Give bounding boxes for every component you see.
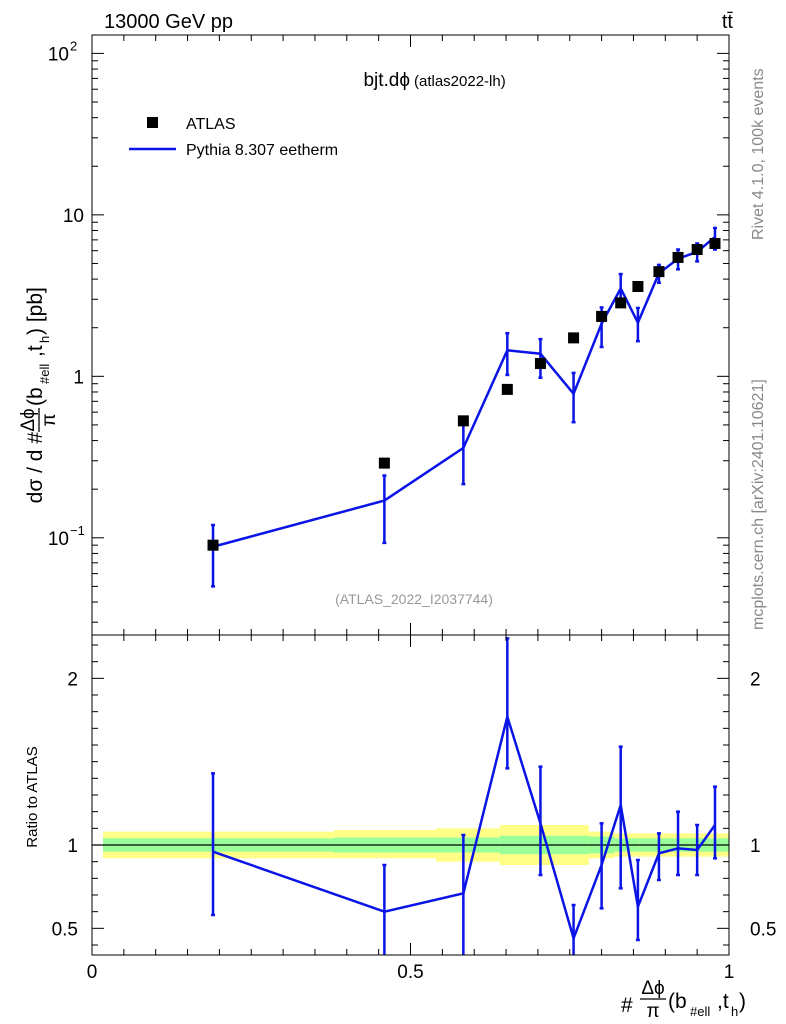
atlas-data-point: [672, 251, 684, 263]
atlas-data-point: [457, 415, 469, 427]
atlas-data-point: [378, 457, 390, 469]
y-tick-label-ratio: 0.5: [52, 919, 78, 940]
svg-text:#ell: #ell: [37, 364, 52, 384]
svg-text:): ): [739, 990, 746, 1013]
svg-text:1: 1: [73, 367, 84, 388]
svg-text:,t: ,t: [24, 345, 47, 357]
svg-text:h: h: [731, 1004, 738, 1019]
atlas-data-point: [207, 539, 219, 551]
svg-text:10: 10: [48, 44, 69, 65]
y-tick-label-main: 10: [63, 206, 84, 227]
y-tick-label-ratio-right: 0.5: [750, 919, 776, 940]
main-subtitle: (atlas2022-lh): [414, 73, 506, 90]
svg-text:,t: ,t: [717, 990, 729, 1013]
svg-text:#ell: #ell: [690, 1004, 710, 1019]
svg-text:2: 2: [70, 38, 77, 53]
atlas-data-point: [534, 358, 546, 370]
y-tick-label-ratio-right: 1: [750, 836, 761, 857]
atlas-data-point: [691, 244, 703, 256]
x-axis-label: # Δϕ π (b #ell ,t h ): [621, 978, 746, 1022]
y-tick-label-main: 1: [73, 367, 84, 388]
y-tick-label-ratio: 1: [67, 836, 78, 857]
svg-text:(b: (b: [668, 990, 687, 1013]
legend-marker-atlas: [147, 117, 158, 128]
svg-text:) [pb]: ) [pb]: [24, 287, 47, 335]
svg-text:#: #: [621, 994, 633, 1017]
atlas-data-point: [568, 332, 580, 344]
atlas-data-point: [501, 383, 513, 395]
y-tick-label-main: 10 −1: [48, 523, 85, 550]
svg-text:10: 10: [48, 529, 69, 550]
rivet-label: Rivet 4.1.0, 100k events: [750, 68, 767, 240]
atlas-data-point: [615, 297, 627, 309]
ratio-panel: 0.5 0.5 1 1 2 2 0 0.5 1 Ratio to ATLAS: [24, 634, 776, 983]
y-tick-label-ratio-right: 2: [750, 669, 761, 690]
main-title: bjt.dϕ: [363, 70, 410, 91]
legend-label-atlas: ATLAS: [186, 116, 236, 133]
svg-text:π: π: [39, 413, 60, 426]
legend-label-pythia: Pythia 8.307 eetherm: [186, 142, 338, 159]
y-tick-label-ratio: 2: [67, 669, 78, 690]
x-tick-label: 1: [724, 962, 735, 983]
x-tick-label: 0: [87, 962, 98, 983]
svg-text:(b: (b: [24, 387, 47, 406]
legend: ATLAS Pythia 8.307 eetherm: [129, 116, 338, 159]
svg-text:dσ / d #: dσ / d #: [24, 432, 47, 504]
ratio-ylabel: Ratio to ATLAS: [24, 746, 41, 847]
atlas-data-point: [596, 310, 608, 322]
main-ylabel: dσ / d # Δϕ π (b #ell ,t h ) [pb]: [18, 287, 60, 503]
svg-text:Δϕ: Δϕ: [641, 978, 664, 999]
energy-label: 13000 GeV pp: [104, 11, 233, 33]
y-tick-label-main: 10 2: [48, 38, 77, 65]
svg-text:Δϕ: Δϕ: [18, 408, 39, 431]
watermark: (ATLAS_2022_I2037744): [335, 591, 493, 607]
process-label: tt̄: [722, 11, 734, 33]
svg-text:π: π: [646, 1001, 659, 1022]
svg-text:h: h: [37, 336, 52, 343]
atlas-data-point: [709, 237, 721, 249]
mcplots-label: mcplots.cern.ch [arXiv:2401.10621]: [750, 379, 767, 630]
svg-text:−1: −1: [70, 523, 85, 538]
atlas-data-point: [653, 266, 665, 278]
x-tick-label: 0.5: [397, 962, 423, 983]
atlas-data-point: [632, 281, 644, 293]
svg-text:10: 10: [63, 206, 84, 227]
